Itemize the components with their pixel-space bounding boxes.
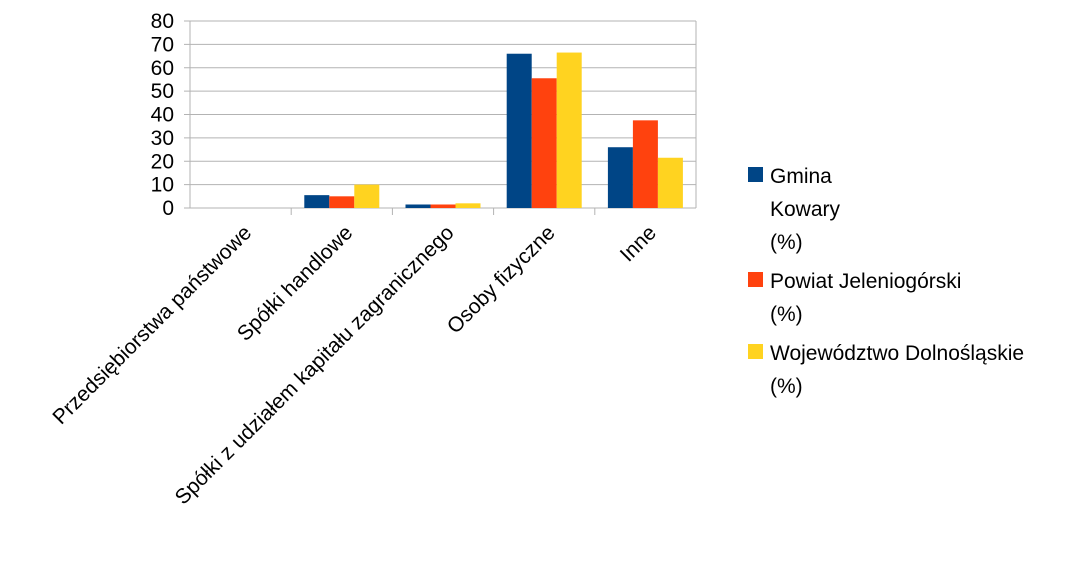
- legend-label: Powiat Jeleniogórski: [770, 270, 962, 293]
- bar-2-4: [531, 78, 557, 208]
- y-tick-label: 40: [151, 104, 174, 127]
- bar-3-2: [354, 184, 380, 208]
- bar-3-4: [556, 52, 582, 209]
- y-tick-label: 50: [151, 80, 174, 103]
- y-tick-label: 70: [151, 33, 174, 56]
- legend-item: Województwo Dolnośląskie (%): [748, 337, 1068, 403]
- y-tick-label: 0: [162, 197, 174, 220]
- legend-swatch: [748, 272, 763, 287]
- bar-2-5: [632, 120, 658, 208]
- legend-label: (%): [770, 375, 803, 398]
- legend-swatch: [748, 167, 763, 182]
- y-tick-label: 80: [151, 10, 174, 33]
- x-category-label: Inne: [616, 221, 661, 266]
- bar-1-4: [506, 53, 532, 208]
- legend-label: (%): [770, 303, 803, 326]
- bar-3-5: [657, 157, 683, 208]
- bar-2-2: [329, 196, 355, 208]
- chart-legend: Gmina Kowary (%) Powiat Jeleniogórski (%) Woj…: [748, 160, 1068, 409]
- bar-3-3: [455, 203, 481, 208]
- x-category-label: Osoby fizyczne: [443, 221, 560, 338]
- y-tick-label: 20: [151, 150, 174, 173]
- x-category-label: Przedsiębiorstwa państwowe: [48, 221, 256, 429]
- y-tick-label: 30: [151, 127, 174, 150]
- legend-swatch: [748, 344, 763, 359]
- legend-label: Województwo Dolnośląskie: [770, 342, 1025, 365]
- y-tick-label: 60: [151, 57, 174, 80]
- legend-item: Gmina Kowary (%): [748, 160, 1068, 259]
- legend-label: Gmina: [770, 165, 832, 188]
- bar-1-2: [304, 195, 330, 208]
- legend-item: Powiat Jeleniogórski (%): [748, 265, 1068, 331]
- y-tick-label: 10: [151, 174, 174, 197]
- bar-1-3: [405, 204, 431, 208]
- bar-2-3: [430, 204, 456, 208]
- legend-label: Kowary: [770, 198, 841, 221]
- legend-label: (%): [770, 231, 803, 254]
- bar-1-5: [607, 147, 633, 208]
